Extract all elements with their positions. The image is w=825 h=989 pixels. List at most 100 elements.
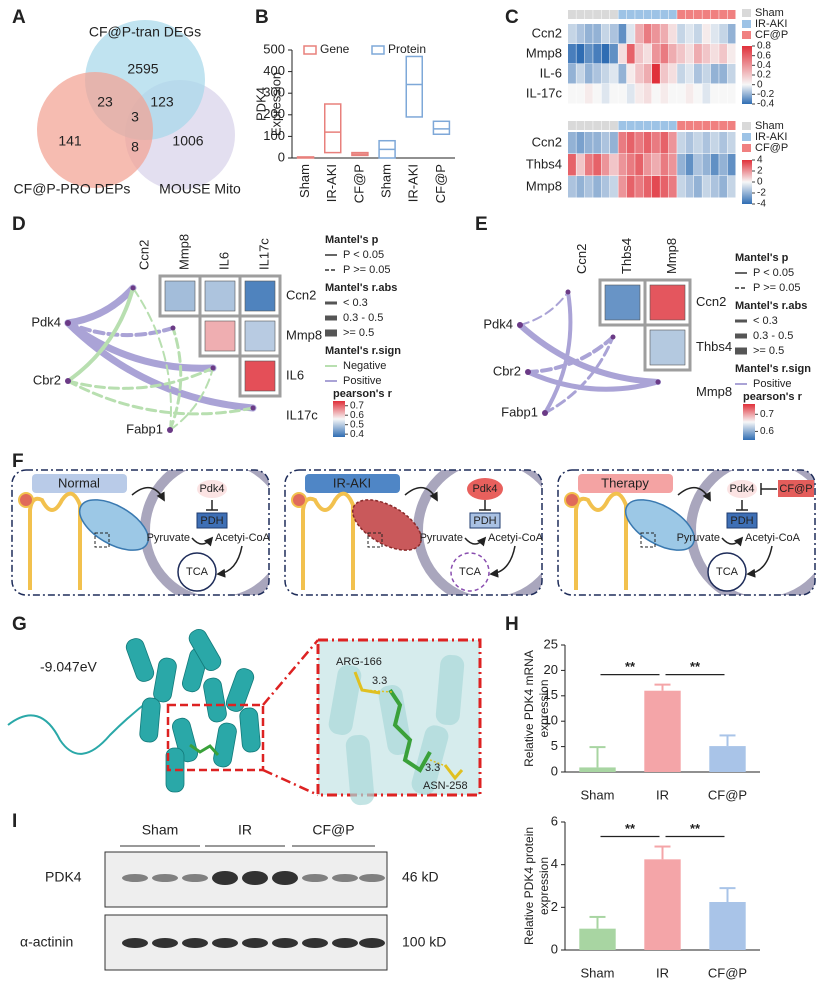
panel-label: A bbox=[12, 7, 26, 28]
panel-title: Therapy bbox=[601, 475, 649, 490]
heat-cell bbox=[677, 176, 686, 198]
mitochondrion bbox=[624, 499, 696, 551]
heat-cell bbox=[635, 132, 644, 154]
colorbar-label: 0 bbox=[757, 79, 763, 90]
heat-cell bbox=[685, 176, 694, 198]
node-dot bbox=[65, 320, 71, 326]
group-label: Sham bbox=[142, 822, 179, 838]
heat-cell bbox=[660, 84, 669, 104]
x-tick-label: IR-AKI bbox=[406, 164, 421, 202]
heat-cell bbox=[685, 132, 694, 154]
heat-cell bbox=[601, 84, 610, 104]
column-label: IL6 bbox=[216, 252, 231, 270]
venn-set bbox=[37, 72, 153, 188]
x-tick-label: CF@P bbox=[708, 965, 747, 980]
group-annotation bbox=[610, 121, 618, 130]
bar bbox=[709, 746, 746, 772]
node-label: Fabp1 bbox=[126, 421, 163, 436]
heat-cell bbox=[727, 132, 736, 154]
group-annotation bbox=[685, 10, 694, 19]
zoom-box bbox=[640, 532, 656, 548]
colorbar-label: 0.7 bbox=[350, 400, 364, 411]
heat-cell bbox=[626, 176, 635, 198]
bar bbox=[644, 859, 681, 950]
heat-cell bbox=[568, 132, 576, 154]
mantel-edge bbox=[169, 367, 214, 431]
heat-cell bbox=[668, 154, 677, 176]
panel-label: I bbox=[12, 811, 17, 832]
y-tick-label: 20 bbox=[544, 662, 558, 677]
heat-cell bbox=[610, 84, 618, 104]
heat-cell bbox=[610, 44, 618, 64]
band bbox=[212, 871, 238, 885]
pdk4-label: Pdk4 bbox=[199, 483, 224, 495]
group-annotation bbox=[568, 10, 576, 19]
band bbox=[332, 874, 358, 882]
row-label: Ccn2 bbox=[532, 134, 562, 149]
group-annotation bbox=[710, 10, 719, 19]
heat-cell bbox=[710, 64, 719, 84]
venn-count: 3 bbox=[131, 109, 139, 125]
drug-label: CF@P bbox=[779, 483, 812, 495]
legend-label: CF@P bbox=[755, 29, 788, 41]
heat-cell bbox=[576, 84, 585, 104]
heat-cell bbox=[643, 132, 652, 154]
band bbox=[122, 938, 148, 948]
group-annotation bbox=[584, 121, 593, 130]
heat-cell bbox=[584, 154, 593, 176]
mantel-edge bbox=[526, 335, 615, 374]
hbond bbox=[429, 759, 449, 768]
legend-label: Positive bbox=[343, 375, 382, 387]
heat-cell bbox=[677, 64, 686, 84]
heat-cell bbox=[584, 64, 593, 84]
legend-swatch bbox=[742, 9, 751, 17]
group-annotation bbox=[601, 10, 610, 19]
legend-swatch bbox=[371, 45, 385, 55]
arrow bbox=[191, 536, 214, 547]
heat-cell bbox=[710, 24, 719, 44]
legend-sample bbox=[325, 301, 337, 305]
venn-count: 23 bbox=[97, 94, 113, 110]
helix bbox=[213, 722, 237, 768]
glomerulus bbox=[564, 492, 580, 508]
row-label: IL6 bbox=[286, 367, 304, 382]
residue bbox=[443, 764, 464, 781]
colorbar-label: 2 bbox=[757, 166, 763, 177]
heat-cell bbox=[660, 64, 669, 84]
pdk4-label: Pdk4 bbox=[472, 483, 497, 495]
heat-cell bbox=[652, 44, 660, 64]
heat-cell bbox=[618, 24, 627, 44]
heat-cell bbox=[626, 84, 635, 104]
arrow bbox=[464, 536, 487, 547]
heat-cell bbox=[677, 132, 686, 154]
band bbox=[332, 938, 358, 948]
pdk4-label: Pdk4 bbox=[729, 483, 754, 495]
tca-cycle bbox=[177, 552, 217, 592]
band bbox=[212, 938, 238, 948]
mantel-edge bbox=[66, 286, 135, 383]
colorbar-label: -0.2 bbox=[757, 89, 775, 100]
heat-cell bbox=[618, 44, 627, 64]
column-label: Ccn2 bbox=[574, 244, 589, 274]
helix bbox=[435, 654, 465, 726]
venn-label: CF@P-tran DEGs bbox=[89, 24, 201, 40]
group-annotation bbox=[643, 10, 652, 19]
heat-cell bbox=[610, 24, 618, 44]
row-label: Mmp8 bbox=[526, 45, 562, 60]
group-annotation bbox=[660, 10, 669, 19]
heat-cell bbox=[702, 132, 711, 154]
colorbar-label: -2 bbox=[757, 188, 766, 199]
arrow bbox=[216, 545, 243, 578]
y-tick-label: 6 bbox=[551, 813, 558, 828]
heat-cell bbox=[652, 176, 660, 198]
legend-title: Mantel's r.sign bbox=[735, 363, 811, 375]
heat-cell bbox=[719, 154, 728, 176]
legend-label: P < 0.05 bbox=[753, 267, 794, 279]
ligand bbox=[189, 743, 220, 756]
legend-sample bbox=[325, 329, 337, 337]
legend-title: Mantel's p bbox=[325, 234, 379, 246]
heat-cell bbox=[593, 84, 602, 104]
heat-cell bbox=[643, 84, 652, 104]
heat-cell bbox=[677, 24, 686, 44]
column-label: Mmp8 bbox=[176, 234, 191, 270]
